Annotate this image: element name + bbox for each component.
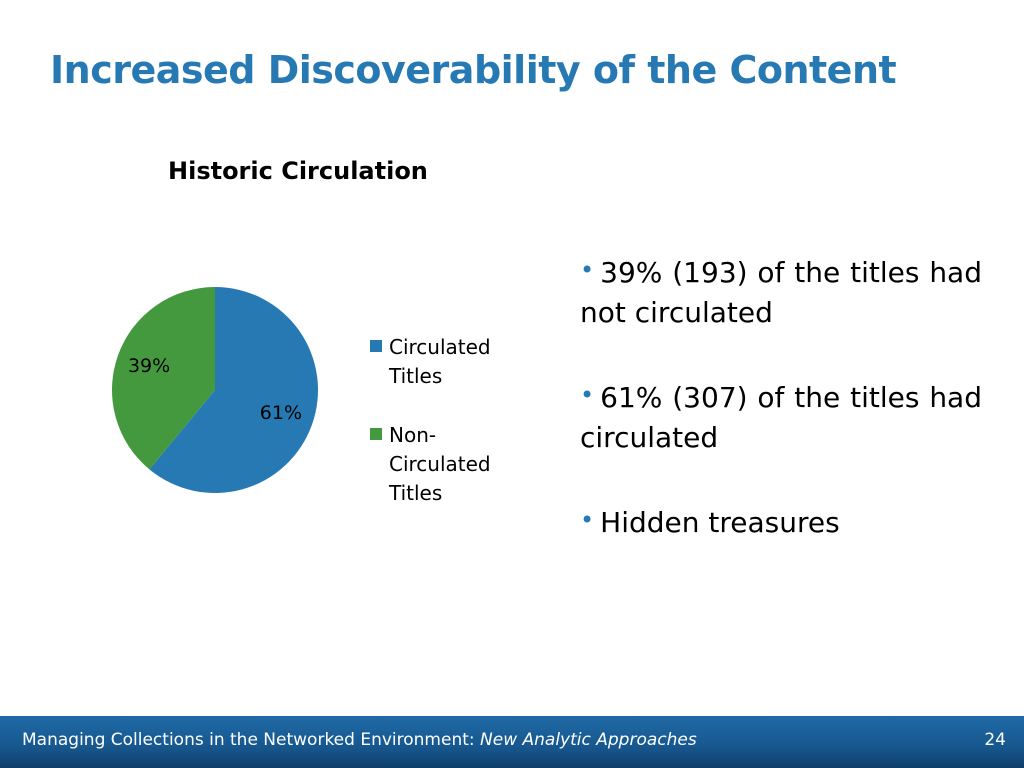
bullet-text: Hidden treasures — [600, 506, 840, 539]
bullet-list: • 39% (193) of the titles had not circula… — [580, 250, 982, 585]
pie-slice-circulated-titles — [149, 287, 318, 493]
legend-swatch-non-circulated — [370, 428, 382, 440]
bullet-item: • Hidden treasures — [580, 500, 982, 543]
footer-text: Managing Collections in the Networked En… — [22, 730, 697, 750]
bullet-item: • 61% (307) of the titles had circulated — [580, 375, 982, 458]
pie-chart: 61% 39% — [112, 287, 318, 493]
legend-item-circulated: Circulated Titles — [370, 333, 540, 391]
footer-title: Managing Collections in the Networked En… — [22, 730, 475, 750]
bullet-text: 39% (193) of the titles had not circulat… — [580, 256, 982, 329]
footer-bar: Managing Collections in the Networked En… — [0, 716, 1024, 768]
bullet-dot-icon: • — [580, 381, 595, 409]
legend-label-circulated: Circulated Titles — [389, 335, 491, 388]
page-number: 24 — [984, 730, 1006, 750]
pie-data-label: 61% — [260, 402, 302, 424]
legend-item-non-circulated: Non-Circulated Titles — [370, 421, 540, 508]
chart-legend: Circulated Titles Non-Circulated Titles — [370, 333, 540, 538]
slide-title: Increased Discoverability of the Content — [50, 48, 897, 92]
pie-slice-non-circulated-titles — [112, 287, 215, 470]
chart-title: Historic Circulation — [168, 157, 428, 185]
bullet-dot-icon: • — [580, 506, 595, 534]
footer-subtitle: New Analytic Approaches — [480, 730, 697, 750]
bullet-text: 61% (307) of the titles had circulated — [580, 381, 982, 454]
bullet-dot-icon: • — [580, 256, 595, 284]
legend-swatch-circulated — [370, 340, 382, 352]
bullet-item: • 39% (193) of the titles had not circula… — [580, 250, 982, 333]
pie-data-label: 39% — [128, 355, 170, 377]
legend-label-non-circulated: Non-Circulated Titles — [389, 423, 491, 505]
